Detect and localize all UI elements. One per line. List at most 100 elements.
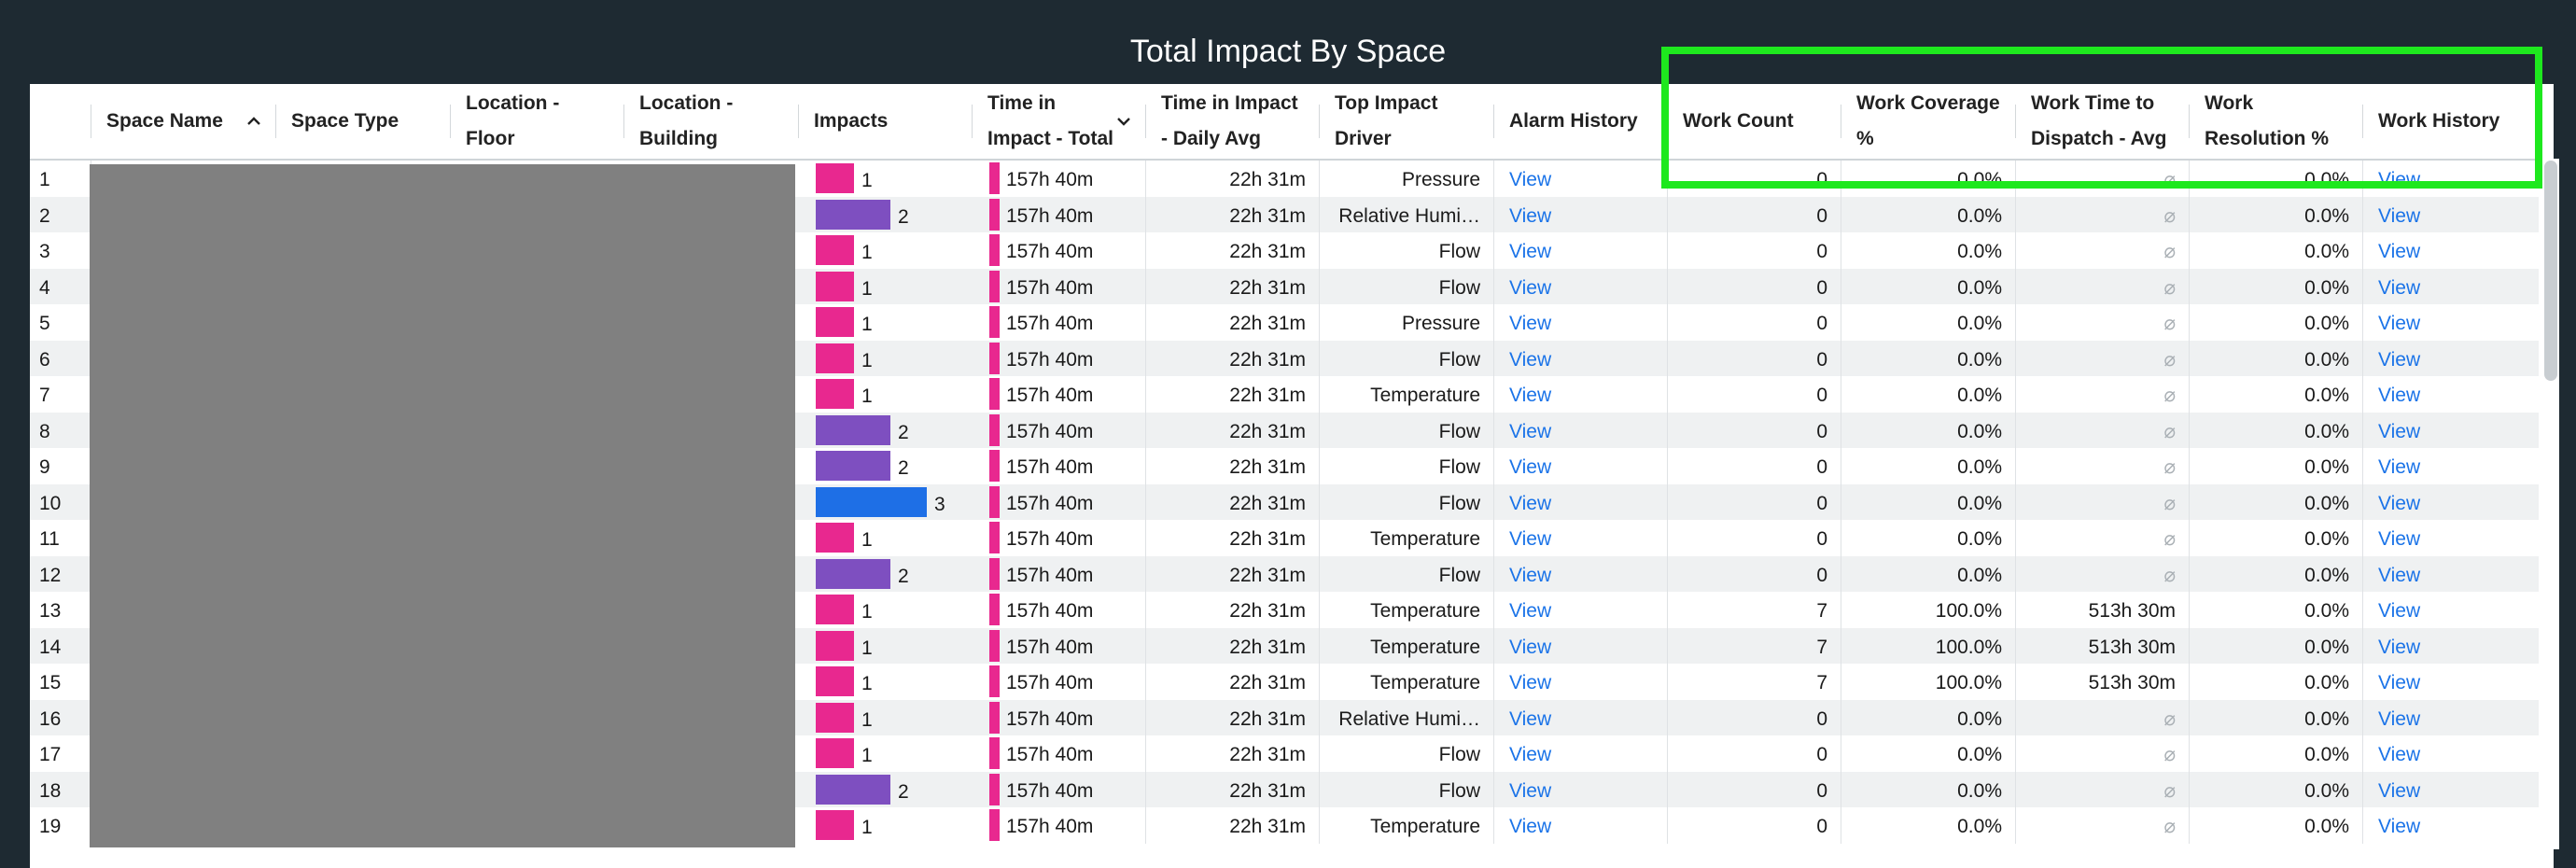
alarm-history-cell: View [1494, 196, 1668, 232]
time-in-impact-total: 157h 40m [1006, 340, 1146, 376]
time-in-impact-daily-avg: 22h 31m [1146, 448, 1320, 484]
work-history-link[interactable]: View [2378, 707, 2421, 730]
sort-ascending-icon[interactable] [245, 112, 263, 131]
work-history-cell: View [2363, 269, 2539, 305]
table-row[interactable]: 5 1 157h 40m 22h 31m Pressure View 0 0.0… [30, 304, 2539, 341]
work-time-to-dispatch: ⌀ [2016, 771, 2190, 807]
work-history-link[interactable]: View [2378, 564, 2421, 586]
column-header-work-count[interactable]: Work Count [1668, 84, 1841, 159]
vertical-scrollbar-thumb[interactable] [2544, 161, 2557, 381]
alarm-history-link[interactable]: View [1509, 385, 1552, 406]
top-impact-driver: Temperature [1320, 664, 1494, 700]
table-row[interactable]: 15 1 157h 40m 22h 31m Temperature View 7… [30, 664, 2539, 700]
work-history-link[interactable]: View [2378, 636, 2421, 658]
column-header-time-in-impact-daily-avg[interactable]: Time in Impact - Daily Avg [1146, 84, 1320, 159]
work-history-cell: View [2363, 197, 2539, 233]
alarm-history-link[interactable]: View [1509, 313, 1552, 334]
impacts-bar [816, 451, 890, 481]
time-in-impact-bar [989, 413, 1000, 446]
alarm-history-link[interactable]: View [1509, 492, 1552, 514]
impacts-count: 2 [898, 565, 909, 587]
column-header-space-type[interactable]: Space Type [276, 84, 451, 159]
work-history-link[interactable]: View [2378, 672, 2421, 693]
column-header-work-resolution[interactable]: Work Resolution % [2190, 84, 2363, 159]
work-count: 0 [1668, 196, 1841, 232]
alarm-history-link[interactable]: View [1509, 636, 1552, 658]
alarm-history-link[interactable]: View [1509, 816, 1552, 837]
alarm-history-link[interactable]: View [1509, 707, 1552, 730]
work-history-link[interactable]: View [2378, 600, 2421, 622]
alarm-history-cell: View [1494, 807, 1668, 844]
table-row[interactable]: 19 1 157h 40m 22h 31m Temperature View 0… [30, 807, 2539, 844]
column-header-impacts[interactable]: Impacts [799, 84, 973, 159]
work-history-link[interactable]: View [2378, 744, 2421, 765]
alarm-history-link[interactable]: View [1509, 564, 1552, 586]
alarm-history-link[interactable]: View [1509, 744, 1552, 765]
page-title: Total Impact By Space [1129, 34, 1447, 69]
column-header-space-name[interactable]: Space Name [91, 84, 276, 159]
work-coverage: 0.0% [1841, 555, 2016, 592]
work-time-to-dispatch: ⌀ [2016, 699, 2190, 735]
work-time-to-dispatch: ⌀ [2016, 555, 2190, 592]
time-in-impact-daily-avg: 22h 31m [1146, 232, 1320, 269]
alarm-history-cell: View [1494, 520, 1668, 556]
table-row[interactable]: 13 1 157h 40m 22h 31m Temperature View 7… [30, 592, 2539, 628]
work-history-link[interactable]: View [2378, 456, 2421, 478]
impacts-bar [816, 414, 890, 445]
alarm-history-link[interactable]: View [1509, 348, 1552, 371]
impacts-bar [816, 666, 854, 696]
column-header-location-building[interactable]: Location - Building [624, 84, 799, 159]
time-in-impact-bar [989, 701, 1000, 734]
alarm-history-link[interactable]: View [1509, 204, 1552, 227]
time-in-impact-total: 157h 40m [1006, 304, 1146, 341]
column-header-work-time-to-dispatch[interactable]: Work Time to Dispatch - Avg [2016, 84, 2190, 159]
work-history-link[interactable]: View [2378, 241, 2421, 262]
table-row[interactable]: 7 1 157h 40m 22h 31m Temperature View 0 … [30, 376, 2539, 413]
column-header-work-history[interactable]: Work History [2363, 84, 2539, 159]
table-row[interactable]: 3 1 157h 40m 22h 31m Flow View 0 0.0% ⌀ … [30, 232, 2539, 269]
work-history-link[interactable]: View [2378, 779, 2421, 802]
alarm-history-link[interactable]: View [1509, 600, 1552, 622]
work-history-link[interactable]: View [2378, 420, 2421, 442]
column-header-time-in-impact-total[interactable]: Time in Impact - Total [973, 84, 1146, 159]
time-in-impact-bar [989, 198, 1000, 231]
time-in-impact-total: 157h 40m [1006, 664, 1146, 700]
work-history-link[interactable]: View [2378, 276, 2421, 299]
work-coverage: 0.0% [1841, 376, 2016, 413]
impacts-count: 1 [861, 817, 873, 838]
alarm-history-link[interactable]: View [1509, 456, 1552, 478]
chevron-down-icon[interactable] [1114, 112, 1133, 131]
top-impact-driver: Flow [1320, 735, 1494, 772]
work-count: 0 [1668, 376, 1841, 413]
row-number: 16 [30, 699, 91, 735]
row-number: 4 [30, 268, 91, 304]
work-coverage: 0.0% [1841, 735, 2016, 772]
work-history-link[interactable]: View [2378, 313, 2421, 334]
time-in-impact-total: 157h 40m [1006, 771, 1146, 807]
work-history-cell: View [2363, 304, 2539, 341]
column-header-work-coverage[interactable]: Work Coverage % [1841, 84, 2016, 159]
work-history-link[interactable]: View [2378, 492, 2421, 514]
work-count: 0 [1668, 340, 1841, 376]
alarm-history-link[interactable]: View [1509, 420, 1552, 442]
work-history-link[interactable]: View [2378, 204, 2421, 227]
work-history-link[interactable]: View [2378, 385, 2421, 406]
top-impact-driver: Temperature [1320, 376, 1494, 413]
work-history-link[interactable]: View [2378, 816, 2421, 837]
row-number: 5 [30, 304, 91, 341]
alarm-history-link[interactable]: View [1509, 528, 1552, 550]
alarm-history-link[interactable]: View [1509, 241, 1552, 262]
work-history-link[interactable]: View [2378, 348, 2421, 371]
alarm-history-link[interactable]: View [1509, 672, 1552, 693]
alarm-history-link[interactable]: View [1509, 779, 1552, 802]
column-header-top-impact-driver[interactable]: Top Impact Driver [1320, 84, 1494, 159]
alarm-history-link[interactable]: View [1509, 169, 1552, 190]
alarm-history-cell: View [1494, 771, 1668, 807]
column-header-alarm-history[interactable]: Alarm History [1494, 84, 1668, 159]
column-header-location-floor[interactable]: Location - Floor [451, 84, 624, 159]
work-history-link[interactable]: View [2378, 528, 2421, 550]
alarm-history-link[interactable]: View [1509, 276, 1552, 299]
highlight-box [1661, 47, 2542, 189]
time-in-impact-daily-avg: 22h 31m [1146, 627, 1320, 664]
table-row[interactable]: 9 2 157h 40m 22h 31m Flow View 0 0.0% ⌀ … [30, 448, 2539, 484]
